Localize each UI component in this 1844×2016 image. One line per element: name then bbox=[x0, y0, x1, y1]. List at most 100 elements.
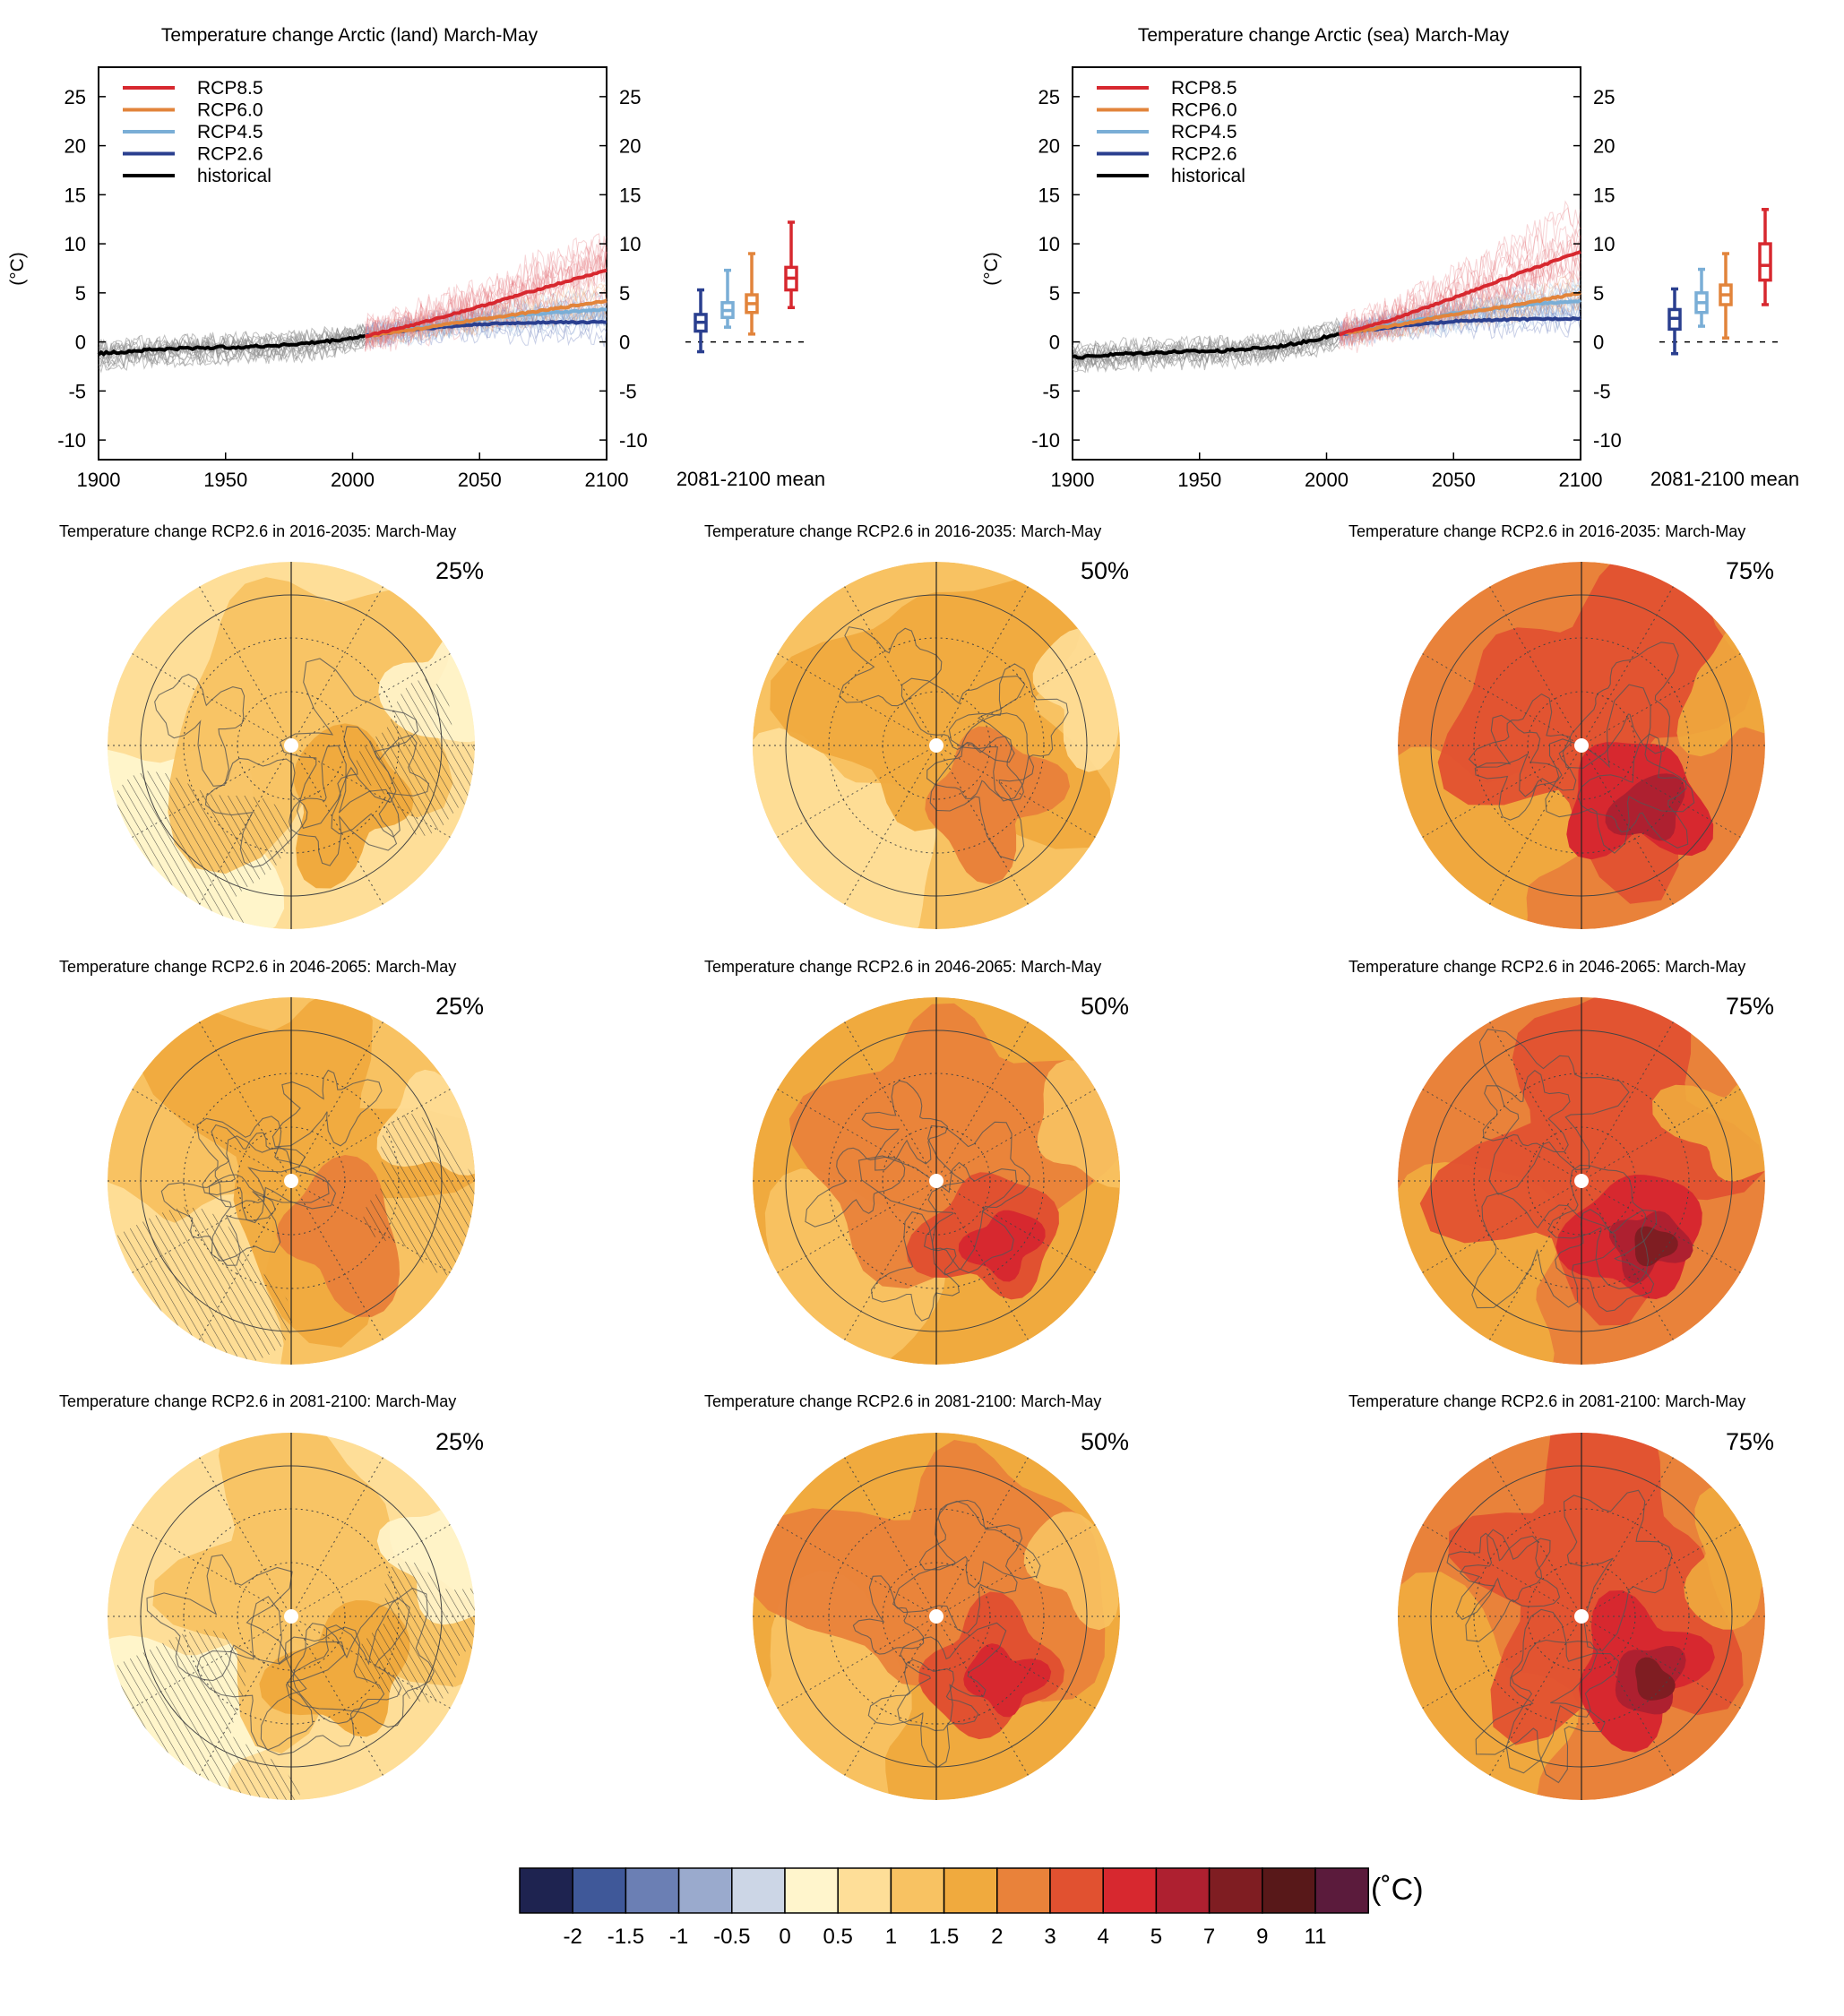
north-pole-marker bbox=[1574, 1174, 1589, 1188]
coastline bbox=[1474, 714, 1563, 821]
colorbar-tick-label: 0.5 bbox=[823, 1925, 853, 1949]
y-tick-label: 5 bbox=[1049, 282, 1060, 305]
x-tick-label: 1900 bbox=[1051, 469, 1095, 491]
colorbar-cell bbox=[1102, 1867, 1158, 1914]
colorbar-tick-label: 1 bbox=[885, 1925, 897, 1949]
north-pole-marker bbox=[1574, 738, 1589, 753]
coastline bbox=[1446, 1532, 1543, 1621]
box-rcp85 bbox=[1758, 242, 1772, 282]
series-line-rcp85 bbox=[1339, 250, 1581, 337]
legend-label: RCP6.0 bbox=[197, 100, 263, 121]
ensemble-line bbox=[365, 289, 607, 338]
colorbar-tick-label: 2 bbox=[991, 1925, 1003, 1949]
coastline bbox=[867, 1658, 979, 1768]
map-title: Temperature change RCP2.6 in 2081-2100: … bbox=[59, 1392, 456, 1410]
coastline bbox=[948, 663, 1069, 802]
x-tick-label: 2100 bbox=[585, 469, 629, 491]
colorbar-tick-label: 11 bbox=[1305, 1925, 1327, 1949]
legend-label: RCP6.0 bbox=[1171, 100, 1237, 121]
colorbar-cell bbox=[1262, 1867, 1316, 1914]
map-percentile: 25% bbox=[435, 557, 484, 584]
polar-map: Temperature change RCP2.6 in 2081-2100: … bbox=[1349, 1392, 1774, 1800]
polar-map-grid: Temperature change RCP2.6 in 2016-2035: … bbox=[59, 522, 1774, 1800]
series-line-rcp60 bbox=[1339, 290, 1581, 337]
ensemble-line bbox=[98, 328, 366, 361]
map-hatching bbox=[363, 1114, 475, 1277]
series-line-rcp85 bbox=[365, 268, 607, 339]
ensemble-line bbox=[98, 340, 366, 374]
ensemble-line bbox=[1339, 306, 1581, 346]
x-tick-label: 2100 bbox=[1559, 469, 1603, 491]
ensemble-line bbox=[365, 233, 607, 342]
colorbar-cell bbox=[677, 1867, 733, 1914]
coastline bbox=[839, 626, 943, 707]
north-pole-marker bbox=[1574, 1609, 1589, 1624]
coastline bbox=[204, 757, 308, 868]
boxplot-label: 2081-2100 mean bbox=[1650, 468, 1799, 490]
map-hatching bbox=[108, 1207, 293, 1365]
legend-label: RCP8.5 bbox=[197, 78, 263, 99]
timeseries-title: Temperature change Arctic (land) March-M… bbox=[161, 25, 539, 46]
north-pole-marker bbox=[929, 1174, 944, 1188]
x-tick-labels: 1900 1950 2000 2050 2100 bbox=[1051, 452, 1603, 491]
y-tick-label: 10 bbox=[1593, 233, 1615, 255]
series-line-historical bbox=[1072, 332, 1340, 360]
colorbar-tick-label: -1 bbox=[669, 1925, 688, 1949]
y-tick-label: -10 bbox=[1031, 429, 1060, 452]
y-tick-label: 5 bbox=[1593, 282, 1604, 305]
polar-map: Temperature change RCP2.6 in 2081-2100: … bbox=[59, 1392, 484, 1800]
colorbar-tick-label: 4 bbox=[1098, 1925, 1109, 1949]
colorbar-tick-label: 7 bbox=[1203, 1925, 1215, 1949]
map-percentile: 75% bbox=[1726, 1428, 1774, 1455]
y-tick-label: 10 bbox=[1038, 233, 1060, 255]
y-tick-label: 20 bbox=[1593, 135, 1615, 158]
map-hatching bbox=[108, 771, 291, 929]
polar-map: Temperature change RCP2.6 in 2046-2065: … bbox=[1349, 958, 1774, 1365]
colorbar-tick-label: 5 bbox=[1150, 1925, 1162, 1949]
ensemble-line bbox=[1339, 238, 1581, 346]
coastline bbox=[1562, 642, 1679, 769]
y-tick-label: -5 bbox=[1042, 380, 1060, 402]
y-tick-label: 25 bbox=[619, 86, 641, 108]
map-hatching bbox=[356, 1561, 475, 1703]
y-tick-label: -10 bbox=[1593, 429, 1622, 452]
ensemble-line bbox=[1339, 279, 1581, 340]
map-hotspot-core bbox=[1605, 773, 1685, 841]
y-tick-label: 25 bbox=[1593, 86, 1615, 108]
ensemble-line bbox=[365, 283, 607, 350]
coastline bbox=[154, 673, 246, 787]
y-tick-label: 20 bbox=[1038, 135, 1060, 158]
series-line-historical bbox=[97, 333, 366, 357]
map-title: Temperature change RCP2.6 in 2016-2035: … bbox=[1349, 522, 1745, 540]
map-title: Temperature change RCP2.6 in 2046-2065: … bbox=[1349, 958, 1745, 976]
ensemble-line bbox=[365, 251, 607, 352]
y-tick-label: 15 bbox=[1593, 184, 1615, 206]
coastline bbox=[331, 726, 430, 838]
map-title: Temperature change RCP2.6 in 2046-2065: … bbox=[704, 958, 1101, 976]
colorbar-cell bbox=[996, 1867, 1051, 1914]
coastline bbox=[1555, 1209, 1658, 1313]
legend-label: RCP2.6 bbox=[197, 144, 263, 165]
map-percentile: 50% bbox=[1081, 1428, 1129, 1455]
map-field bbox=[753, 562, 1120, 929]
ensemble-line bbox=[98, 337, 366, 370]
map-hotspot-core bbox=[963, 1643, 1052, 1718]
colorbar-cell bbox=[731, 1867, 786, 1914]
ensemble-line bbox=[1339, 247, 1581, 350]
coastline bbox=[1482, 1069, 1571, 1153]
ensemble-line bbox=[1339, 317, 1581, 348]
map-percentile: 25% bbox=[435, 993, 484, 1020]
boxplot-layer bbox=[1659, 208, 1778, 356]
timeseries-title: Temperature change Arctic (sea) March-Ma… bbox=[1138, 25, 1510, 46]
map-field bbox=[1398, 562, 1765, 929]
y-tick-label: -10 bbox=[619, 429, 648, 452]
map-hotspot-peak bbox=[1635, 1657, 1676, 1701]
colorbar-cell bbox=[890, 1867, 945, 1914]
coastline bbox=[271, 1069, 383, 1148]
y-tick-label: 15 bbox=[619, 184, 641, 206]
north-pole-marker bbox=[284, 1174, 298, 1188]
coastline bbox=[1577, 733, 1689, 849]
map-fringe bbox=[1037, 1059, 1120, 1188]
ensemble-line bbox=[365, 317, 607, 349]
map-title: Temperature change RCP2.6 in 2016-2035: … bbox=[59, 522, 456, 540]
